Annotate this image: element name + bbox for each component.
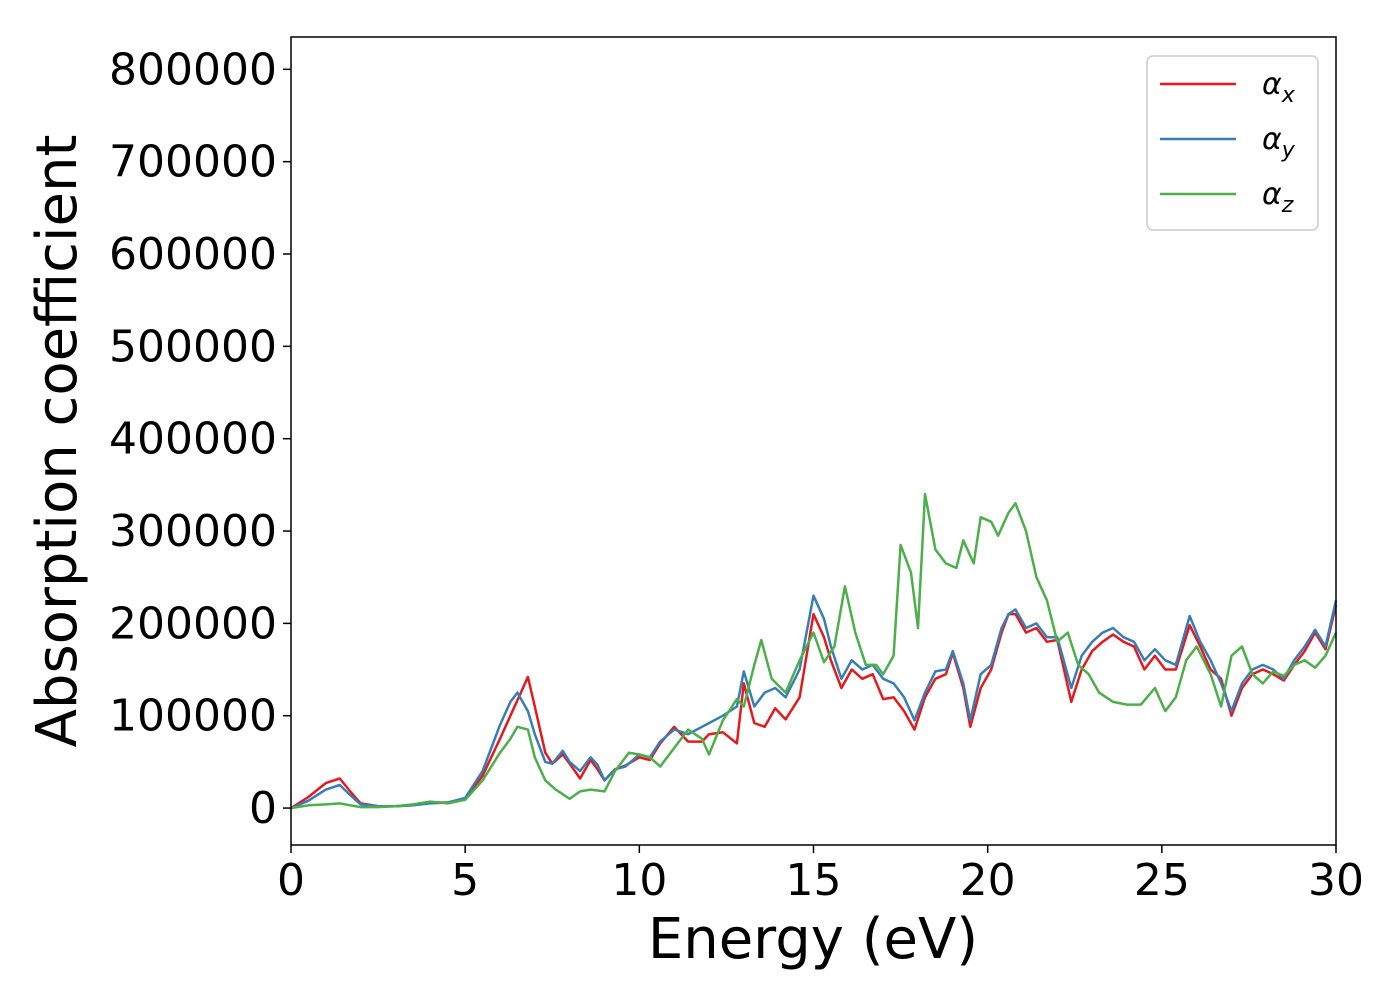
y-axis-label: Absorption coefficient (25, 135, 90, 748)
series-line-y (290, 594, 1338, 810)
y-tick-label: 400000 (109, 414, 277, 465)
y-tick-label: 500000 (109, 321, 277, 372)
y-tick-label: 600000 (109, 229, 277, 280)
x-tick-label: 10 (611, 855, 667, 906)
legend-label-symbol: α (1262, 122, 1282, 157)
x-tick-label: 20 (960, 855, 1016, 906)
x-tick-label: 0 (277, 855, 305, 906)
x-tick-label: 30 (1308, 855, 1364, 906)
legend-label-subscript: z (1281, 193, 1294, 218)
legend-label-z: αz (1262, 177, 1294, 218)
series-line-x (290, 604, 1338, 810)
y-tick-label: 800000 (109, 44, 277, 95)
x-tick-label: 15 (786, 855, 842, 906)
x-tick-label: 25 (1134, 855, 1190, 906)
legend-label-y: αy (1262, 122, 1296, 163)
y-tick-label: 0 (249, 783, 277, 834)
x-axis: 0 5 10 15 20 25 30 (277, 845, 1364, 906)
legend-label-symbol: α (1262, 67, 1282, 102)
x-tick-label: 5 (451, 855, 479, 906)
y-tick-label: 300000 (109, 506, 277, 557)
legend-box (1146, 55, 1319, 231)
y-tick-label: 700000 (109, 137, 277, 188)
legend-label-subscript: y (1281, 138, 1296, 163)
series-line-z (290, 492, 1338, 810)
legend-label-subscript: x (1281, 83, 1296, 108)
y-axis: 0 100000 200000 300000 400000 500000 600000 700… (109, 44, 291, 834)
legend-label-x: αx (1262, 67, 1296, 108)
y-tick-label: 100000 (109, 691, 277, 742)
legend-label-symbol: α (1262, 177, 1282, 212)
series-layer (290, 492, 1338, 810)
y-tick-label: 200000 (109, 598, 277, 649)
x-axis-label: Energy (eV) (648, 907, 978, 972)
